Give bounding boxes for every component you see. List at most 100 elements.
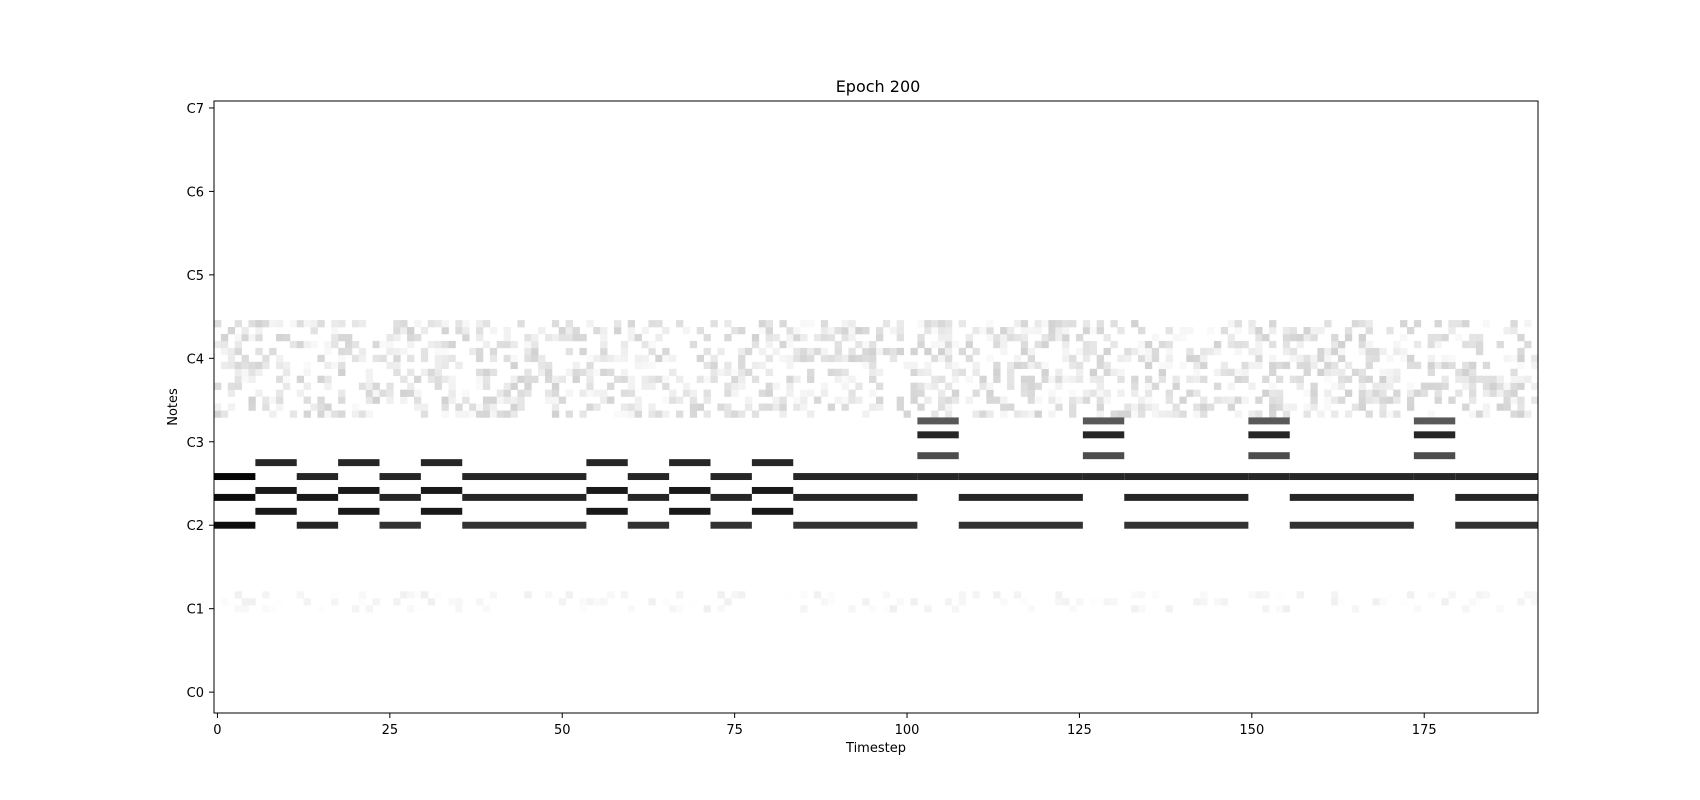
noise-cell — [1475, 340, 1484, 349]
note-bar — [1289, 473, 1414, 481]
noise-cell — [1096, 410, 1104, 418]
noise-cell — [1372, 354, 1380, 363]
noise-cell — [600, 389, 608, 397]
note-bar — [710, 473, 752, 481]
noise-cell — [1420, 389, 1429, 397]
noise-cell — [1131, 320, 1139, 328]
noise-cell — [1386, 410, 1394, 418]
noise-cell — [1110, 340, 1118, 349]
noise-cell — [662, 598, 670, 606]
noise-cell — [227, 361, 236, 370]
noise-cell — [338, 347, 346, 356]
noise-cell — [869, 375, 877, 383]
noise-cell — [579, 333, 587, 342]
note-bar — [255, 507, 297, 515]
note-bar — [1248, 452, 1290, 460]
note-bar — [793, 521, 918, 529]
noise-cell — [1151, 591, 1160, 599]
noise-cell — [751, 375, 760, 383]
noise-cell — [827, 403, 836, 411]
noise-cell — [262, 361, 270, 370]
noise-cell — [1048, 333, 1056, 342]
noise-cell — [1227, 382, 1235, 390]
note-bar — [958, 521, 1083, 529]
noise-cell — [972, 361, 980, 370]
noise-cell — [1310, 354, 1318, 363]
noise-cell — [1158, 375, 1167, 383]
noise-cell — [1475, 591, 1484, 599]
noise-cell — [289, 320, 298, 328]
noise-cell — [558, 396, 567, 404]
noise-cell — [662, 382, 670, 390]
noise-cell — [1310, 396, 1318, 404]
noise-cell — [765, 354, 773, 363]
noise-cell — [1027, 605, 1036, 613]
noise-cell — [1082, 347, 1091, 356]
noise-cell — [1282, 605, 1291, 613]
note-bar — [710, 521, 752, 529]
noise-cell — [476, 403, 484, 411]
noise-cell — [896, 403, 904, 411]
noise-cell — [738, 347, 746, 356]
noise-cell — [993, 333, 1001, 342]
noise-cell — [386, 361, 394, 370]
noise-cell — [1393, 396, 1401, 404]
noise-cell — [282, 368, 291, 377]
noise-cell — [572, 333, 580, 342]
noise-cell — [1489, 389, 1498, 397]
noise-cell — [1517, 403, 1525, 411]
noise-cell — [1282, 410, 1291, 418]
noise-cell — [545, 368, 553, 377]
noise-cell — [1338, 354, 1346, 363]
noise-cell — [820, 598, 829, 606]
noise-cell — [1269, 382, 1277, 390]
noise-cell — [1413, 389, 1422, 397]
noise-cell — [662, 410, 670, 418]
noise-cell — [1351, 320, 1360, 328]
noise-cell — [979, 382, 987, 390]
noise-cell — [682, 327, 691, 335]
noise-cell — [413, 605, 422, 613]
noise-cell — [1255, 327, 1263, 335]
noise-cell — [441, 410, 449, 418]
noise-cell — [234, 375, 242, 383]
noise-cell — [724, 361, 732, 370]
noise-cell — [413, 396, 422, 404]
noise-cell — [579, 598, 587, 606]
noise-cell — [1131, 347, 1139, 356]
noise-cell — [248, 368, 256, 377]
noise-cell — [1482, 375, 1491, 383]
chart-title: Epoch 200 — [836, 77, 921, 96]
noise-cell — [648, 410, 656, 418]
noise-cell — [944, 327, 953, 335]
noise-cell — [1082, 320, 1091, 328]
noise-cell — [1027, 382, 1036, 390]
note-bar — [793, 473, 918, 481]
noise-cell — [1186, 327, 1194, 335]
noise-cell — [1069, 410, 1077, 418]
noise-cell — [365, 605, 374, 613]
noise-cell — [448, 396, 456, 404]
noise-cell — [1531, 598, 1539, 606]
noise-cell — [1193, 403, 1201, 411]
noise-cell — [241, 333, 249, 342]
noise-cell — [1034, 382, 1042, 390]
noise-cell — [1406, 396, 1415, 404]
noise-cell — [662, 327, 670, 335]
noise-cell — [772, 333, 780, 342]
noise-cell — [1200, 354, 1208, 363]
noise-cell — [1007, 382, 1015, 390]
noise-cell — [317, 605, 325, 613]
noise-cell — [1165, 605, 1173, 613]
noise-cell — [372, 598, 380, 606]
noise-cell — [931, 340, 939, 349]
noise-cell — [1427, 361, 1435, 370]
noise-cell — [648, 598, 656, 606]
noise-cell — [338, 361, 346, 370]
noise-cell — [1013, 361, 1022, 370]
noise-cell — [600, 333, 608, 342]
note-bar — [420, 486, 463, 494]
noise-cell — [1475, 410, 1484, 418]
noise-cell — [710, 368, 718, 377]
noise-cell — [517, 403, 525, 411]
